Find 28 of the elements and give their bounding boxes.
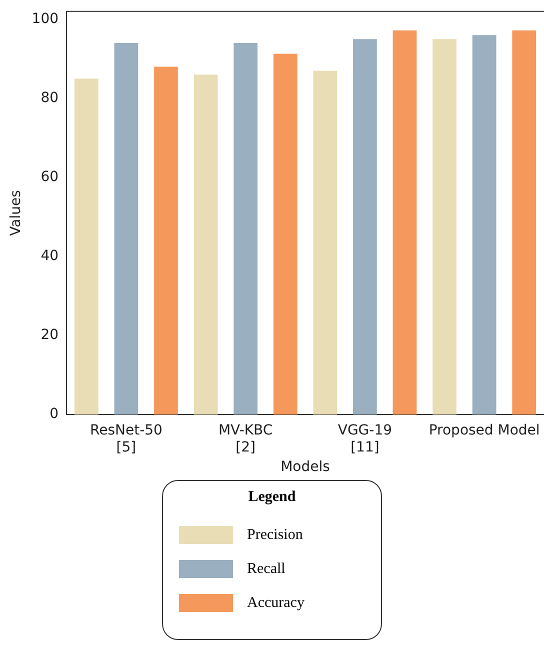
x-tick-label: ResNet-50 [5] — [90, 422, 162, 456]
bar — [512, 30, 536, 415]
y-axis-title: Values — [8, 190, 24, 236]
bar — [273, 54, 298, 415]
y-tick-label: 20 — [40, 327, 59, 344]
legend-label: Recall — [247, 560, 286, 578]
y-tick-label: 100 — [32, 10, 59, 27]
bar — [154, 66, 178, 415]
bar — [472, 35, 496, 415]
bar — [234, 43, 258, 415]
y-tick-label: 80 — [40, 90, 59, 106]
bar — [114, 43, 138, 415]
y-tick-label: 0 — [50, 406, 59, 422]
x-tick-label: Proposed Model — [428, 422, 540, 439]
x-tick-label: MV-KBC [2] — [218, 422, 273, 456]
bar — [353, 39, 377, 415]
legend-title: Legend — [247, 489, 297, 506]
x-tick-label: VGG-19 [11] — [338, 422, 392, 456]
legend-label: Accuracy — [247, 594, 304, 612]
x-axis-title: Models — [280, 459, 330, 476]
y-tick-label: 40 — [40, 248, 59, 264]
bar — [194, 74, 218, 415]
bar — [432, 39, 456, 415]
legend-label: Precision — [247, 526, 303, 544]
y-tick-label: 60 — [40, 169, 59, 186]
bar — [392, 30, 417, 415]
bar — [313, 70, 338, 415]
bar — [74, 78, 98, 415]
